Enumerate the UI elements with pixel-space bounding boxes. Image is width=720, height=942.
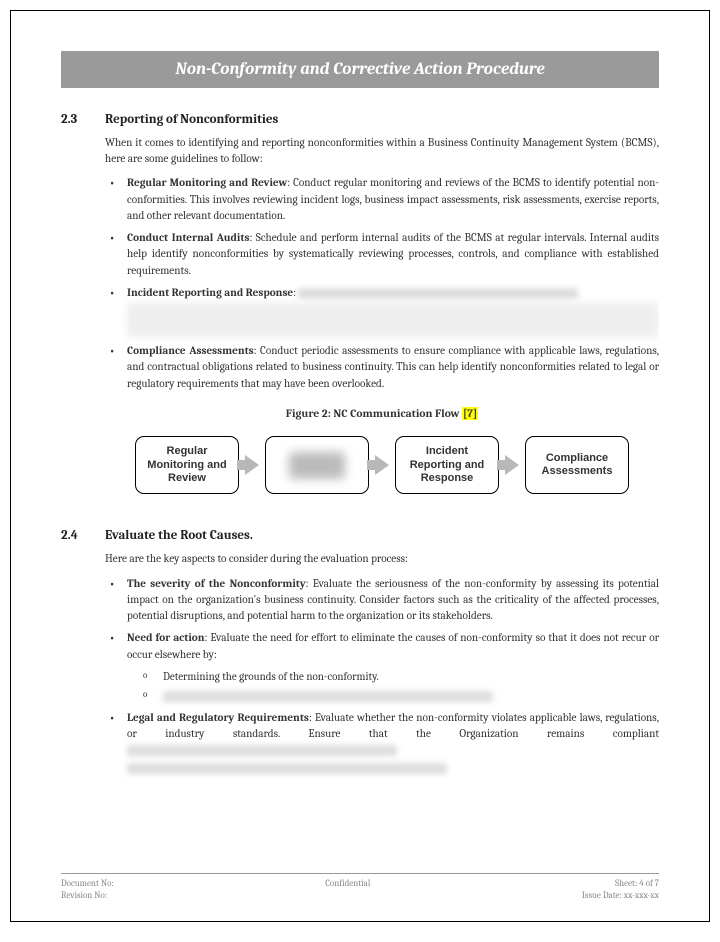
- list-item: Conduct Internal Audits: Schedule and pe…: [127, 230, 659, 279]
- bullet-title: Legal and Regulatory Requirements: [127, 711, 309, 724]
- footer-right: Sheet: 4 of 7 Issue Date: xx-xxx-xx: [582, 878, 659, 903]
- flow-box-incident: Incident Reporting and Response: [395, 436, 499, 494]
- flow-box-monitoring: Regular Monitoring and Review: [135, 436, 239, 494]
- redacted-text: x: [127, 745, 397, 756]
- bullet-title: Compliance Assessments: [127, 344, 254, 357]
- sheet-number: Sheet: 4 of 7: [582, 878, 659, 891]
- figure-reference: [7]: [462, 407, 478, 420]
- figure-caption: Figure 2: NC Communication Flow [7]: [105, 406, 659, 423]
- section-intro: When it comes to identifying and reporti…: [105, 135, 659, 167]
- sub-list: Determining the grounds of the non-confo…: [127, 669, 659, 704]
- footer-left: Document No: Revision No:: [61, 878, 114, 903]
- page-frame: Non-Conformity and Corrective Action Pro…: [10, 10, 710, 922]
- page-footer: Document No: Revision No: Confidential S…: [61, 873, 659, 903]
- flow-box-compliance: Compliance Assessments: [525, 436, 629, 494]
- list-item: Compliance Assessments: Conduct periodic…: [127, 343, 659, 392]
- redacted-text: x: [127, 763, 447, 774]
- flow-box-redacted: [265, 436, 369, 494]
- issue-date: Issue Date: xx-xxx-xx: [582, 890, 659, 903]
- section-intro: Here are the key aspects to consider dur…: [105, 551, 659, 567]
- footer-center: Confidential: [325, 878, 370, 903]
- redacted-content: [289, 452, 345, 478]
- arrow-icon: [505, 455, 519, 475]
- redacted-text: x: [163, 691, 493, 702]
- bullet-list: Regular Monitoring and Review: Conduct r…: [105, 175, 659, 391]
- section-number: 2.4: [61, 528, 105, 543]
- bullet-list: The severity of the Nonconformity : Evalu…: [105, 576, 659, 775]
- section-title: Evaluate the Root Causes.: [105, 528, 253, 543]
- section-title: Reporting of Nonconformities: [105, 112, 278, 127]
- list-item: The severity of the Nonconformity: Evalu…: [127, 576, 659, 625]
- document-no-label: Document No:: [61, 878, 114, 891]
- arrow-icon: [375, 455, 389, 475]
- confidential-label: Confidential: [325, 878, 370, 891]
- content-area: 2.3 Reporting of Nonconformities When it…: [61, 112, 659, 891]
- section-2-3-body: When it comes to identifying and reporti…: [105, 135, 659, 494]
- flowchart: Regular Monitoring and Review Incident R…: [105, 436, 659, 494]
- redacted-block: [127, 303, 659, 337]
- bullet-text: : Evaluate the need for effort to elimin…: [127, 631, 659, 660]
- bullet-title: Conduct Internal Audits: [127, 231, 249, 244]
- section-2-4-header: 2.4 Evaluate the Root Causes.: [61, 528, 659, 543]
- sub-list-item: x: [163, 688, 659, 704]
- section-2-4-body: Here are the key aspects to consider dur…: [105, 551, 659, 774]
- bullet-title: Incident Reporting and Response: [127, 286, 293, 299]
- list-item: Regular Monitoring and Review: Conduct r…: [127, 175, 659, 224]
- list-item: Incident Reporting and Response: x: [127, 285, 659, 337]
- figure-caption-text: Figure 2: NC Communication Flow: [286, 407, 462, 420]
- section-number: 2.3: [61, 112, 105, 127]
- bullet-title: Need for action: [127, 631, 204, 644]
- bullet-title: The severity of the Nonconformity: [127, 577, 306, 590]
- arrow-icon: [245, 455, 259, 475]
- bullet-title: Regular Monitoring and Review: [127, 176, 287, 189]
- list-item: Legal and Regulatory Requirements: Evalu…: [127, 710, 659, 775]
- section-2-3-header: 2.3 Reporting of Nonconformities: [61, 112, 659, 127]
- redacted-text: x: [298, 288, 578, 299]
- list-item: Need for action: Evaluate the need for e…: [127, 630, 659, 703]
- revision-no-label: Revision No:: [61, 890, 114, 903]
- sub-list-item: Determining the grounds of the non-confo…: [163, 669, 659, 685]
- document-title-bar: Non-Conformity and Corrective Action Pro…: [61, 51, 659, 88]
